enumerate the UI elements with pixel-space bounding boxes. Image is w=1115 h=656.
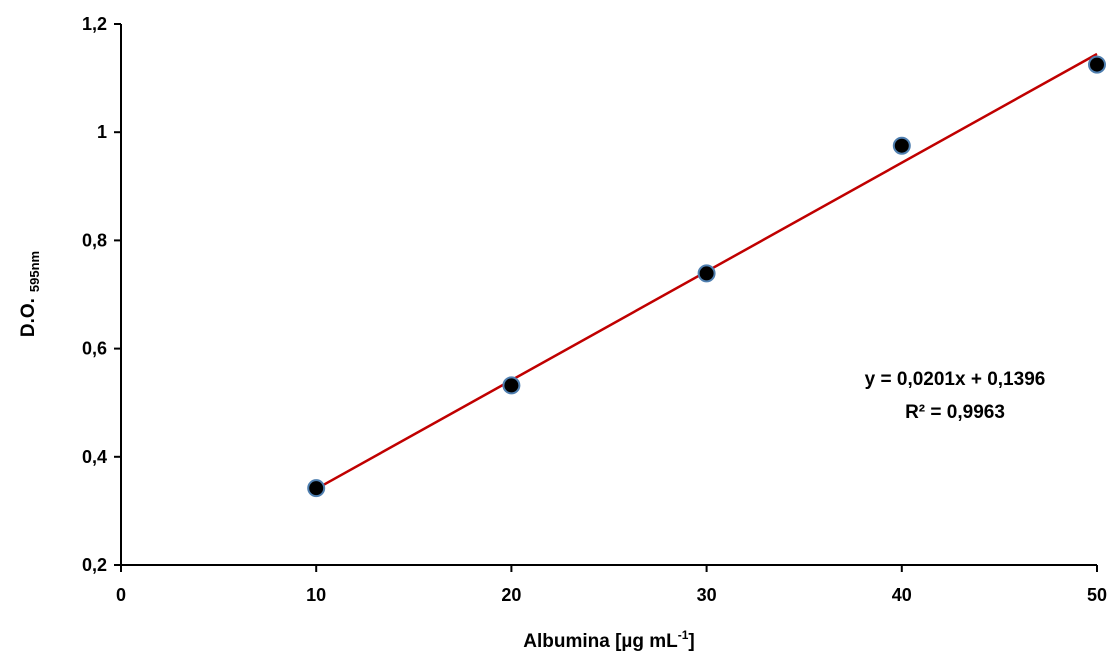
x-tick-label: 40 — [892, 585, 912, 605]
y-tick-label: 0,8 — [82, 230, 107, 250]
x-tick-label: 0 — [116, 585, 126, 605]
y-tick-label: 0,2 — [82, 555, 107, 575]
data-point — [697, 264, 716, 283]
axes — [120, 24, 1097, 566]
equation-label: y = 0,0201x + 0,1396 — [865, 369, 1046, 390]
data-point — [502, 376, 521, 395]
data-point — [307, 479, 326, 498]
y-tick-label: 1 — [97, 122, 107, 142]
x-axis-title: Albumina [µg mL-1] — [523, 628, 695, 652]
data-point — [1088, 55, 1106, 74]
y-tick-label: 0,6 — [82, 339, 107, 359]
x-axis-title-tail: ] — [688, 631, 694, 652]
x-tick-label: 50 — [1087, 585, 1107, 605]
ticks: 0 10 20 30 40 50 0,2 0,4 0,6 0,8 1 1,2 — [82, 14, 1107, 605]
data-point — [892, 136, 911, 155]
y-axis-title: D.O. 595nm — [18, 251, 42, 337]
x-axis-title-sup: -1 — [678, 628, 689, 642]
r-squared-label: R² = 0,9963 — [905, 402, 1005, 423]
y-tick-label: 0,4 — [82, 447, 107, 467]
x-tick-label: 30 — [697, 585, 717, 605]
x-tick-label: 10 — [306, 585, 326, 605]
x-axis-title-main: Albumina [µg mL — [523, 631, 678, 652]
y-axis-title-main: D.O. — [18, 298, 39, 337]
y-tick-label: 1,2 — [82, 14, 107, 34]
data-points — [307, 55, 1106, 498]
y-axis-title-sub: 595nm — [27, 251, 42, 292]
x-tick-label: 20 — [501, 585, 521, 605]
